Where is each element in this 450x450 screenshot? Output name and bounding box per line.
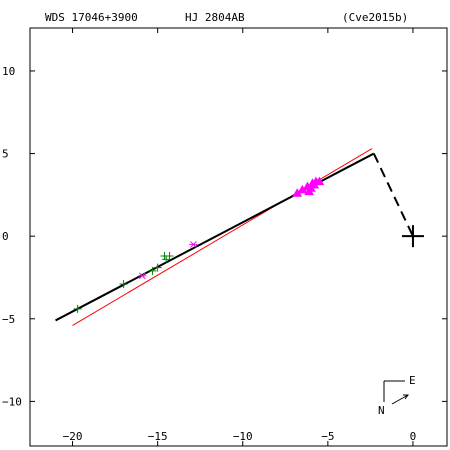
x-tick-label: −10 [233, 430, 253, 443]
compass-east-label: E [409, 374, 416, 387]
y-tick-label: 10 [2, 65, 15, 78]
observation-triangle [309, 179, 320, 189]
x-tick-label: 0 [410, 430, 417, 443]
observation-plus [148, 266, 157, 275]
fit-line [72, 148, 373, 326]
x-tick-label: −20 [63, 430, 83, 443]
observation-triangle [304, 186, 314, 196]
x-tick-label: −5 [321, 430, 334, 443]
observation-points [73, 176, 325, 313]
y-tick-label: −10 [2, 395, 22, 408]
asterisk-d2 [138, 272, 146, 280]
asterisk-d2 [190, 241, 197, 248]
observation-asterisk [189, 241, 198, 248]
compass-motion-arrow [391, 394, 409, 405]
x-tick-label: −15 [148, 430, 168, 443]
axes: −20 −15 −10 −5 0 10 5 0 −5 −10 [2, 27, 448, 447]
y-tick-label: −5 [2, 313, 15, 326]
observation-triangle [314, 176, 325, 186]
observation-plus [153, 263, 162, 272]
observation-asterisk [138, 272, 147, 280]
compass-arrow-head [403, 394, 409, 400]
observation-plus [119, 280, 128, 289]
primary-star-marker [401, 225, 424, 248]
observation-plus [165, 252, 174, 260]
y-tick-label: 5 [2, 148, 9, 161]
observation-plus [162, 255, 171, 264]
header-wds-id: WDS 17046+3900 [45, 11, 138, 24]
y-tick-label: 0 [2, 230, 9, 243]
header-system-name: HJ 2804AB [185, 11, 245, 24]
observation-plus [73, 304, 82, 313]
header-reference: (Cve2015b) [342, 11, 408, 24]
compass-north-label: N [378, 404, 385, 417]
compass-rose: E N [378, 374, 416, 417]
plot-frame [29, 27, 448, 447]
